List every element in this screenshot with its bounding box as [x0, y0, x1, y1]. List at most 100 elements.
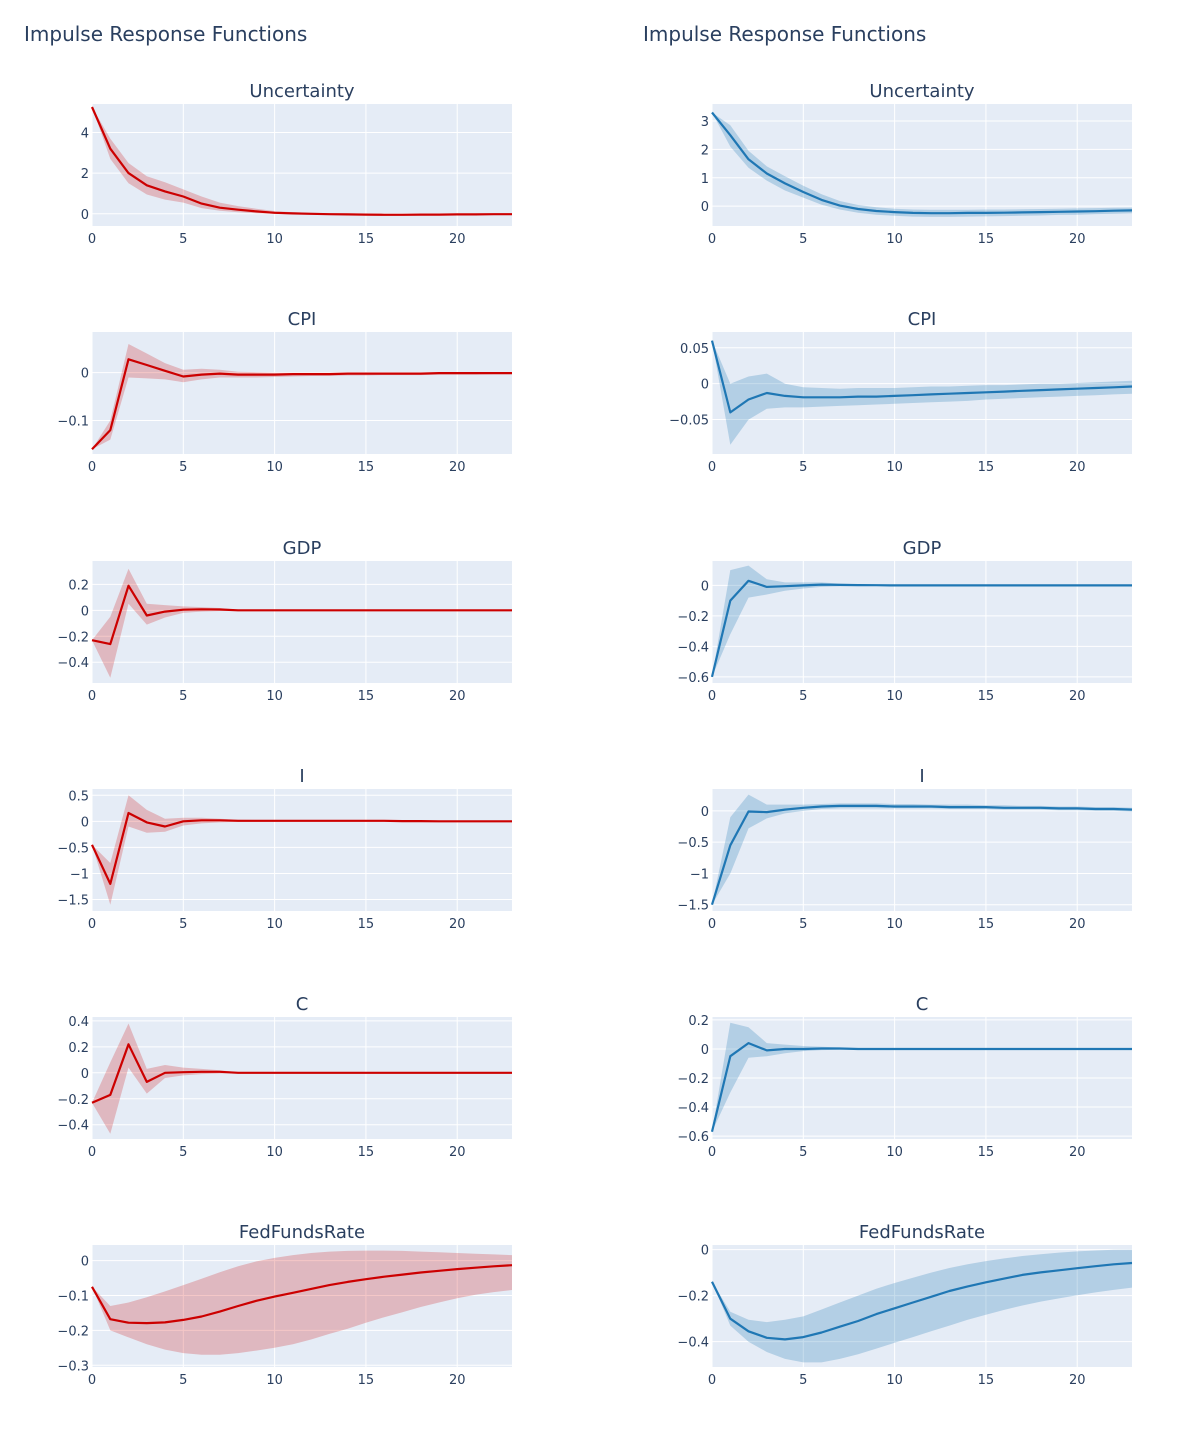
subplot-gdp-left: GDP 0 5 10 15 20 0.2 0 −0.2 −0.4: [57, 538, 512, 704]
confidence-band: [92, 1250, 512, 1355]
x-tick-label: 5: [179, 1145, 187, 1160]
x-tick-label: 15: [978, 917, 995, 932]
subplot-title: Uncertainty: [249, 81, 355, 102]
x-tick-label: 5: [179, 232, 187, 247]
x-tick-label: 5: [179, 1373, 187, 1388]
x-tick-label: 20: [449, 917, 466, 932]
y-tick-label: 0: [81, 367, 89, 382]
y-tick-label: 0.05: [680, 342, 709, 357]
subplot-title: C: [916, 994, 929, 1015]
plot-background: [712, 561, 1132, 683]
x-tick-label: 15: [978, 1145, 995, 1160]
x-tick-label: 10: [886, 1373, 903, 1388]
x-tick-label: 20: [1069, 232, 1086, 247]
y-tick-label: −1.5: [57, 894, 89, 909]
y-tick-label: 4: [81, 126, 89, 141]
x-tick-label: 5: [179, 689, 187, 704]
x-tick-label: 0: [88, 1373, 96, 1388]
subplot-title: CPI: [908, 309, 937, 330]
x-tick-label: 10: [266, 917, 283, 932]
figure-title-right: Impulse Response Functions: [643, 22, 927, 46]
y-tick-label: −0.2: [57, 1093, 89, 1108]
plot-background: [92, 561, 512, 683]
x-tick-label: 20: [449, 460, 466, 475]
confidence-band: [712, 1022, 1132, 1132]
confidence-band: [92, 344, 512, 450]
response-line: [710, 340, 1133, 414]
subplot-title: I: [299, 766, 304, 787]
plot-background: [92, 332, 512, 454]
x-tick-label: 0: [708, 460, 716, 475]
x-tick-label: 20: [449, 689, 466, 704]
y-tick-label: 0: [701, 1043, 709, 1058]
plot-background: [712, 104, 1132, 226]
y-tick-label: 2: [81, 167, 89, 182]
subplot-i-right: I 0 5 10 15 20 0 −0.5 −1 −1.5: [677, 766, 1133, 932]
x-tick-label: 5: [799, 1145, 807, 1160]
y-tick-label: 3: [701, 115, 709, 130]
x-tick-label: 15: [978, 460, 995, 475]
x-tick-label: 20: [449, 232, 466, 247]
x-tick-label: 20: [449, 1145, 466, 1160]
y-tick-label: −0.5: [677, 836, 709, 851]
y-tick-label: −0.2: [677, 1290, 709, 1305]
response-line: [91, 1043, 512, 1104]
response-line: [711, 1261, 1133, 1341]
x-tick-label: 5: [799, 689, 807, 704]
y-tick-label: −0.4: [677, 1101, 709, 1116]
subplot-title: I: [919, 766, 924, 787]
x-tick-label: 15: [978, 232, 995, 247]
y-tick-label: −0.2: [677, 1072, 709, 1087]
x-tick-label: 5: [179, 460, 187, 475]
confidence-band: [712, 340, 1132, 445]
x-tick-label: 15: [358, 1145, 375, 1160]
x-tick-label: 10: [886, 689, 903, 704]
x-tick-label: 10: [886, 232, 903, 247]
x-tick-label: 0: [88, 232, 96, 247]
plot-background: [92, 104, 512, 226]
response-line: [710, 804, 1133, 906]
x-tick-label: 5: [799, 460, 807, 475]
x-tick-label: 15: [358, 689, 375, 704]
x-tick-label: 15: [358, 232, 375, 247]
x-tick-label: 20: [1069, 1373, 1086, 1388]
y-tick-label: −0.6: [677, 671, 709, 686]
x-tick-label: 0: [88, 1145, 96, 1160]
x-tick-label: 20: [449, 1373, 466, 1388]
plot-background: [712, 332, 1132, 454]
plot-background: [712, 1245, 1132, 1367]
x-tick-label: 5: [179, 917, 187, 932]
y-tick-label: −0.5: [57, 841, 89, 856]
response-line: [90, 106, 512, 216]
x-tick-label: 0: [708, 1145, 716, 1160]
x-tick-label: 10: [266, 232, 283, 247]
confidence-band: [92, 568, 512, 678]
response-line: [91, 358, 512, 450]
response-line: [91, 1264, 513, 1325]
x-tick-label: 15: [358, 917, 375, 932]
x-tick-label: 5: [799, 232, 807, 247]
x-tick-label: 10: [266, 460, 283, 475]
subplot-uncertainty-left: Uncertainty 0 5 10 15 20 0 2 4: [81, 81, 512, 247]
subplot-c-right: C 0 5 10 15 20 0.2 0 −0.2 −0.4 −0.6: [677, 994, 1132, 1160]
y-tick-label: 0.2: [68, 1041, 89, 1056]
y-tick-label: −0.1: [57, 415, 89, 430]
x-tick-label: 20: [1069, 689, 1086, 704]
y-tick-label: −0.2: [57, 1324, 89, 1339]
y-tick-label: −0.6: [677, 1130, 709, 1145]
plot-background: [92, 789, 512, 911]
y-tick-label: −0.05: [669, 414, 709, 429]
response-line: [710, 579, 1132, 678]
y-tick-label: 0: [701, 805, 709, 820]
y-tick-label: 0.5: [68, 789, 89, 804]
subplot-title: C: [296, 994, 309, 1015]
y-tick-label: −0.4: [57, 1119, 89, 1134]
y-tick-label: −1: [70, 867, 89, 882]
x-tick-label: 20: [1069, 1145, 1086, 1160]
x-tick-label: 0: [88, 460, 96, 475]
x-tick-label: 15: [978, 1373, 995, 1388]
subplot-fedfundsrate-right: FedFundsRate 0 5 10 15 20 0 −0.2 −0.4: [677, 1222, 1133, 1388]
y-tick-label: −1.5: [677, 899, 709, 914]
x-tick-label: 5: [799, 917, 807, 932]
